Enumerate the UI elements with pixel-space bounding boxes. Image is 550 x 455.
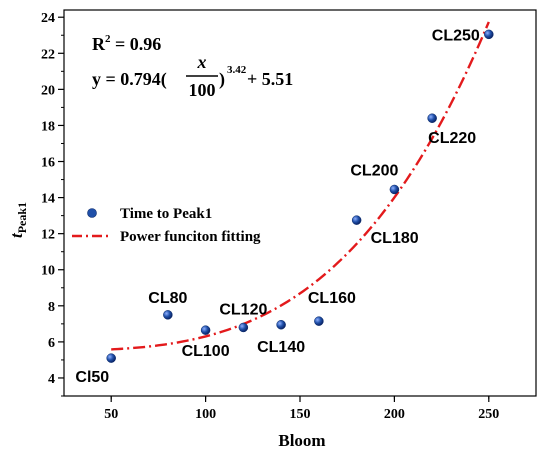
y-tick-label: 4 — [48, 372, 55, 387]
data-point — [351, 215, 362, 225]
y-tick-label: 14 — [41, 192, 55, 207]
legend-label-points: Time to Peak1 — [120, 206, 212, 222]
data-point-label: CL100 — [182, 343, 230, 360]
data-point — [427, 113, 437, 123]
r-squared-text: R2 = 0.96 — [92, 33, 161, 54]
x-tick-label: 150 — [290, 407, 311, 422]
fit-curve-layer — [111, 21, 490, 351]
data-point — [276, 320, 286, 330]
x-tick-label: 50 — [104, 407, 118, 422]
data-points-layer — [106, 29, 494, 363]
data-point-label: Cl50 — [75, 369, 109, 386]
equation-denominator: 100 — [189, 80, 216, 100]
y-tick-label: 8 — [48, 300, 55, 315]
data-point — [106, 353, 116, 363]
fit-curve-line — [111, 21, 490, 351]
data-point-label: CL180 — [371, 230, 419, 247]
legend-marker-points — [87, 208, 97, 218]
x-tick-label: 200 — [384, 407, 405, 422]
x-axis-title: Bloom — [278, 431, 325, 450]
y-tick-label: 16 — [41, 156, 55, 171]
data-point — [163, 310, 173, 320]
legend-label-fit: Power funciton fitting — [120, 229, 261, 245]
x-tick-label: 100 — [195, 407, 216, 422]
data-point — [200, 325, 211, 335]
data-point-label: CL120 — [219, 301, 267, 318]
equation-numerator: x — [197, 52, 207, 72]
data-point — [314, 316, 324, 326]
y-tick-label: 24 — [41, 11, 55, 26]
data-point-label: CL140 — [257, 339, 305, 356]
equation-tail: + 5.51 — [247, 69, 293, 89]
data-point — [484, 29, 494, 40]
equation-close-paren: ) — [219, 69, 225, 90]
equation-exponent: 3.42 — [227, 64, 247, 76]
y-tick-label: 6 — [48, 336, 55, 351]
fit-annotation: R2 = 0.96 y = 0.794( x 100 ) 3.42 + 5.51 — [92, 33, 293, 100]
y-tick-label: 10 — [41, 264, 55, 279]
data-point — [238, 322, 249, 333]
y-tick-label: 20 — [41, 83, 55, 98]
data-point-label: CL80 — [148, 290, 187, 307]
x-axis-ticks: 50 100 150 200 250 — [104, 396, 499, 422]
legend: Time to Peak1 Power funciton fitting — [72, 206, 261, 245]
point-labels-layer: Cl50 CL80 CL100 CL120 CL140 CL160 CL180 CL200 CL… — [75, 27, 480, 386]
data-point-label: CL220 — [428, 130, 476, 147]
data-point-label: CL200 — [350, 162, 398, 179]
y-tick-label: 22 — [41, 47, 55, 62]
y-tick-label: 12 — [41, 228, 55, 243]
y-tick-label: 18 — [41, 119, 55, 134]
data-point — [389, 184, 400, 195]
data-point-label: CL250 — [432, 27, 480, 44]
x-tick-label: 250 — [478, 407, 499, 422]
equation-lhs: y = 0.794( — [92, 69, 167, 90]
y-axis-ticks: 4 6 8 10 12 14 16 18 20 22 24 — [41, 11, 64, 397]
y-axis-title: tPeak1 — [7, 202, 29, 238]
data-point-label: CL160 — [308, 290, 356, 307]
